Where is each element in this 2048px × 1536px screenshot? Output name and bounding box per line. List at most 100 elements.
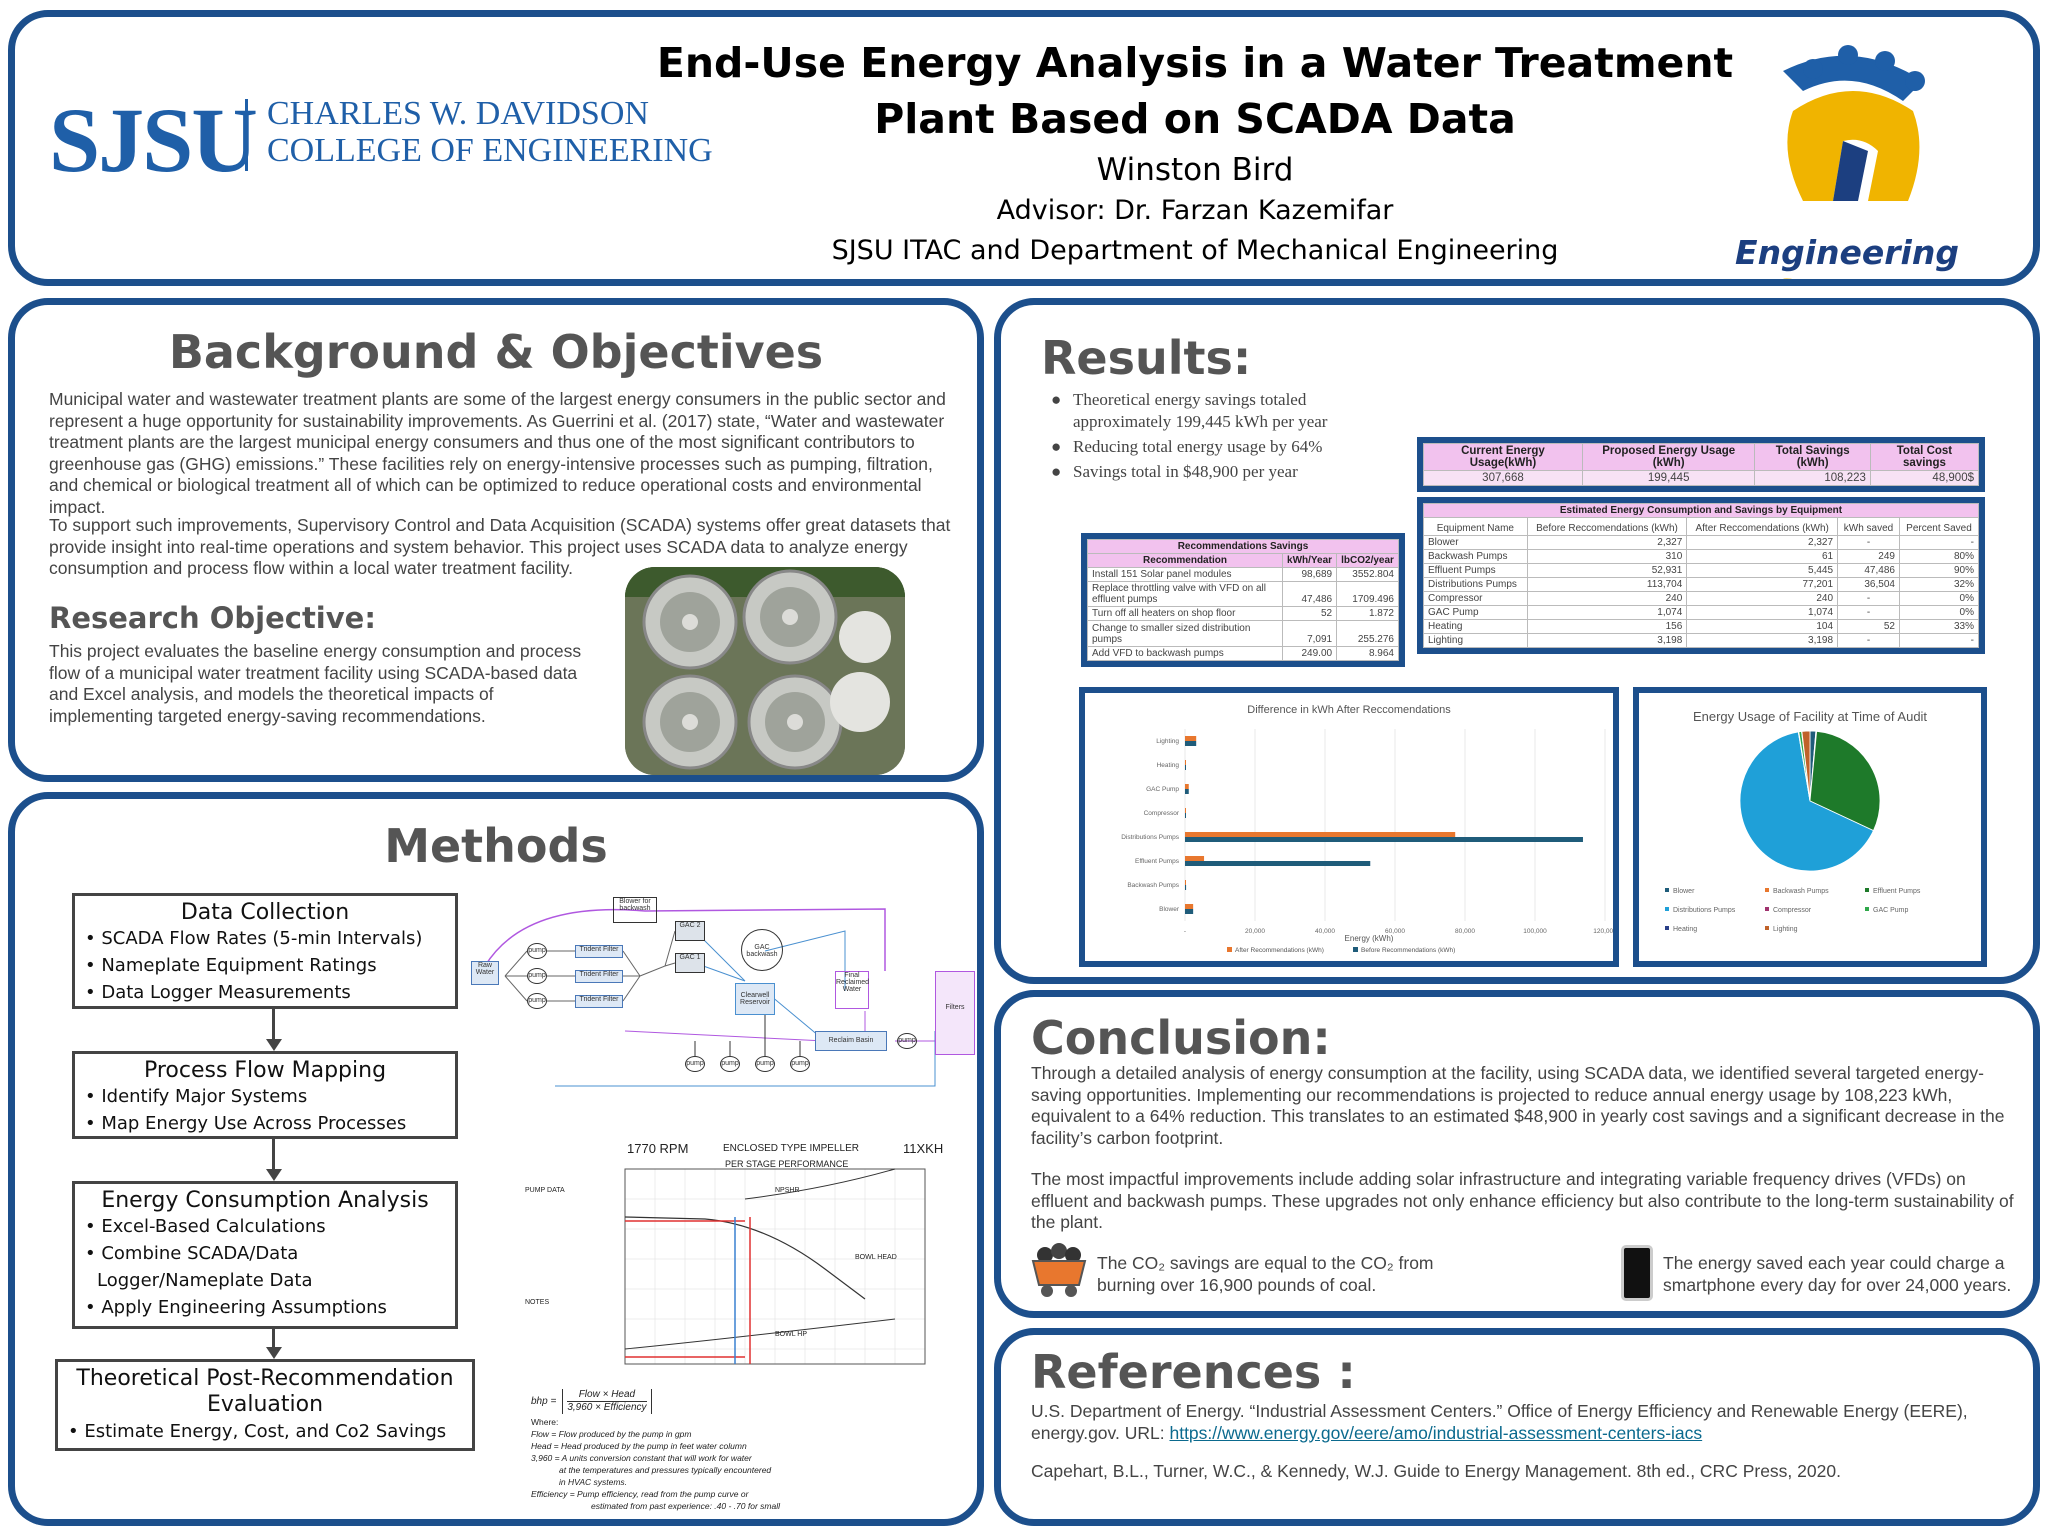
arrow-head <box>266 1169 282 1181</box>
y-category-label: Lighting <box>1156 738 1179 745</box>
engineering-success-logo: Engineering Success <box>1663 41 2031 279</box>
curve-notes-label: NOTES <box>525 1299 550 1306</box>
table-cell: Distributions Pumps <box>1423 577 1528 592</box>
legend-after: After Recommendations (kWh) <box>1235 947 1324 954</box>
header-cell: Total Savings (kWh) <box>1754 443 1871 471</box>
clearwell-diamond: Clearwell Reservoir <box>735 983 775 1015</box>
formula-line: in HVAC systems. <box>559 1477 628 1487</box>
step-title: Process Flow Mapping <box>143 1058 387 1083</box>
table-cell: 156 <box>1526 619 1688 634</box>
bar-chart-title: Difference in kWh After Reccomendations <box>1247 704 1451 716</box>
arrow-head <box>266 1347 282 1359</box>
background-heading: Background & Objectives <box>168 325 824 379</box>
pump-performance-curve: 1770 RPM ENCLOSED TYPE IMPELLER 11XKH PE… <box>525 1139 975 1379</box>
pump-circle: pump <box>755 1056 775 1072</box>
formula-line: at the temperatures and pressures typica… <box>559 1465 772 1475</box>
header-cell: Equipment Name <box>1423 517 1528 536</box>
formula-denominator: 3,960 × Efficiency <box>567 1402 647 1413</box>
table-cell: 240 <box>1686 591 1839 606</box>
step-post-recommendation-evaluation: Theoretical Post-Recommendation Evaluati… <box>55 1359 475 1451</box>
header-cell: Current Energy Usage(kWh) <box>1423 443 1583 471</box>
results-heading: Results: <box>1041 331 1252 385</box>
conclusion-para1: Through a detailed analysis of energy co… <box>1031 1063 2005 1148</box>
pie-chart-title: Energy Usage of Facility at Time of Audi… <box>1693 709 1927 724</box>
curve-rpm: 1770 RPM <box>627 1141 689 1156</box>
bullet-text: Reducing total energy usage by 64% <box>1073 437 1323 456</box>
table-cell: 249.00 <box>1281 646 1338 661</box>
legend-swatch <box>1765 888 1769 892</box>
reclaim-basin-box: Reclaim Basin <box>815 1031 887 1051</box>
pie-legend-label: Compressor <box>1773 907 1812 914</box>
table-row: Distributions Pumps 113,704 77,201 36,504 32… <box>1423 577 1980 592</box>
header-cell: lbCO2/year <box>1336 553 1399 568</box>
formula-line: Flow = Flow produced by the pump in gpm <box>531 1429 692 1439</box>
reference-1-text: U.S. Department of Energy. “Industrial A… <box>1031 1401 1968 1443</box>
legend-swatch-before <box>1353 947 1358 952</box>
pump-circle: pump <box>720 1056 740 1072</box>
table-cell: 61 <box>1686 549 1839 564</box>
table-cell: 3552.804 <box>1336 567 1399 582</box>
table-cell: 90% <box>1898 563 1980 578</box>
methods-heading: Methods <box>384 819 608 873</box>
trident-filter-box: Trident Filter <box>575 945 623 958</box>
table-cell: Install 151 Solar panel modules <box>1087 567 1283 582</box>
conclusion-para2: The most impactful improvements include … <box>1031 1169 2014 1232</box>
header-panel: SJSU CHARLES W. DAVIDSON COLLEGE OF ENGI… <box>8 10 2040 286</box>
table-cell: 307,668 <box>1423 470 1583 486</box>
filters-box: Filters <box>935 971 975 1055</box>
summary-table-row: 307,668 199,445 108,223 48,900$ <box>1423 470 1980 486</box>
table-cell: Add VFD to backwash pumps <box>1087 646 1283 661</box>
results-bullet: ● Reducing total energy usage by 64% <box>1051 437 1323 456</box>
table-cell: - <box>1837 591 1900 606</box>
table-row: Compressor 240 240-0% <box>1423 591 1980 606</box>
bhp-formula: bhp = Flow × Head 3,960 × Efficiency Whe… <box>531 1389 861 1512</box>
results-bullet: ● Theoretical energy savings totaled appr… <box>1051 390 1328 431</box>
reference-1-link[interactable]: https://www.energy.gov/eere/amo/industri… <box>1169 1422 1703 1443</box>
legend-swatch <box>1865 907 1869 911</box>
table-row: GAC Pump 1,074 1,074-0% <box>1423 605 1980 620</box>
table-cell: 3,198 <box>1526 633 1688 648</box>
formula-where: Where: <box>531 1417 559 1427</box>
process-flow-diagram: Raw Water Blower for backwash pump pump … <box>465 891 975 1141</box>
raw-water-box: Raw Water <box>471 961 499 985</box>
table-cell: 310 <box>1526 549 1688 564</box>
pump-circle: pump <box>685 1056 705 1072</box>
coal-cart-icon <box>1029 1243 1089 1299</box>
table-cell: - <box>1837 633 1900 648</box>
bar-before <box>1185 837 1583 842</box>
x-tick-label: 20,000 <box>1245 928 1265 935</box>
step-item: Nameplate Equipment Ratings <box>97 952 455 979</box>
step-items: Estimate Energy, Cost, and Co2 Savings <box>58 1418 472 1445</box>
pump-circle: pump <box>790 1056 810 1072</box>
bar-before <box>1185 885 1187 890</box>
formula-equation: bhp = Flow × Head 3,960 × Efficiency <box>531 1389 861 1414</box>
pie-legend-label: GAC Pump <box>1873 907 1909 914</box>
step-item: Combine SCADA/Data Logger/Nameplate Data <box>97 1240 455 1294</box>
table-cell: 255.276 <box>1336 620 1399 647</box>
pie-legend-label: Lighting <box>1773 926 1798 933</box>
affiliation: SJSU ITAC and Department of Mechanical E… <box>831 235 1559 266</box>
equipment-table: Estimated Energy Consumption and Savings… <box>1417 497 1985 654</box>
legend-swatch <box>1765 907 1769 911</box>
pie-legend-label: Blower <box>1673 888 1695 895</box>
bar-after <box>1185 880 1186 885</box>
background-para2: To support such improvements, Supervisor… <box>49 515 951 578</box>
bar-after <box>1185 856 1205 861</box>
pie-legend-label: Backwash Pumps <box>1773 888 1829 895</box>
bullet-text: Savings total in $48,900 per year <box>1073 462 1298 481</box>
table-cell: 1,074 <box>1686 605 1839 620</box>
y-category-label: Distributions Pumps <box>1121 834 1180 841</box>
bullet-text: Theoretical energy savings totaled appro… <box>1073 390 1328 431</box>
formula-fraction: Flow × Head 3,960 × Efficiency <box>562 1389 652 1414</box>
pie-legend-label: Distributions Pumps <box>1673 907 1736 914</box>
x-tick-label: 40,000 <box>1315 928 1335 935</box>
x-tick-label: 100,000 <box>1523 928 1547 935</box>
table-cell: Heating <box>1423 619 1528 634</box>
bar-before <box>1185 741 1197 746</box>
smartphone-fact: The energy saved each year could charge … <box>1663 1253 2012 1295</box>
step-item: Excel-Based Calculations <box>97 1213 455 1240</box>
legend-swatch <box>1665 926 1669 930</box>
formula-line: 3,960 = A units conversion constant that… <box>531 1453 752 1463</box>
pie-slice <box>1801 730 1811 802</box>
legend-swatch <box>1665 907 1669 911</box>
